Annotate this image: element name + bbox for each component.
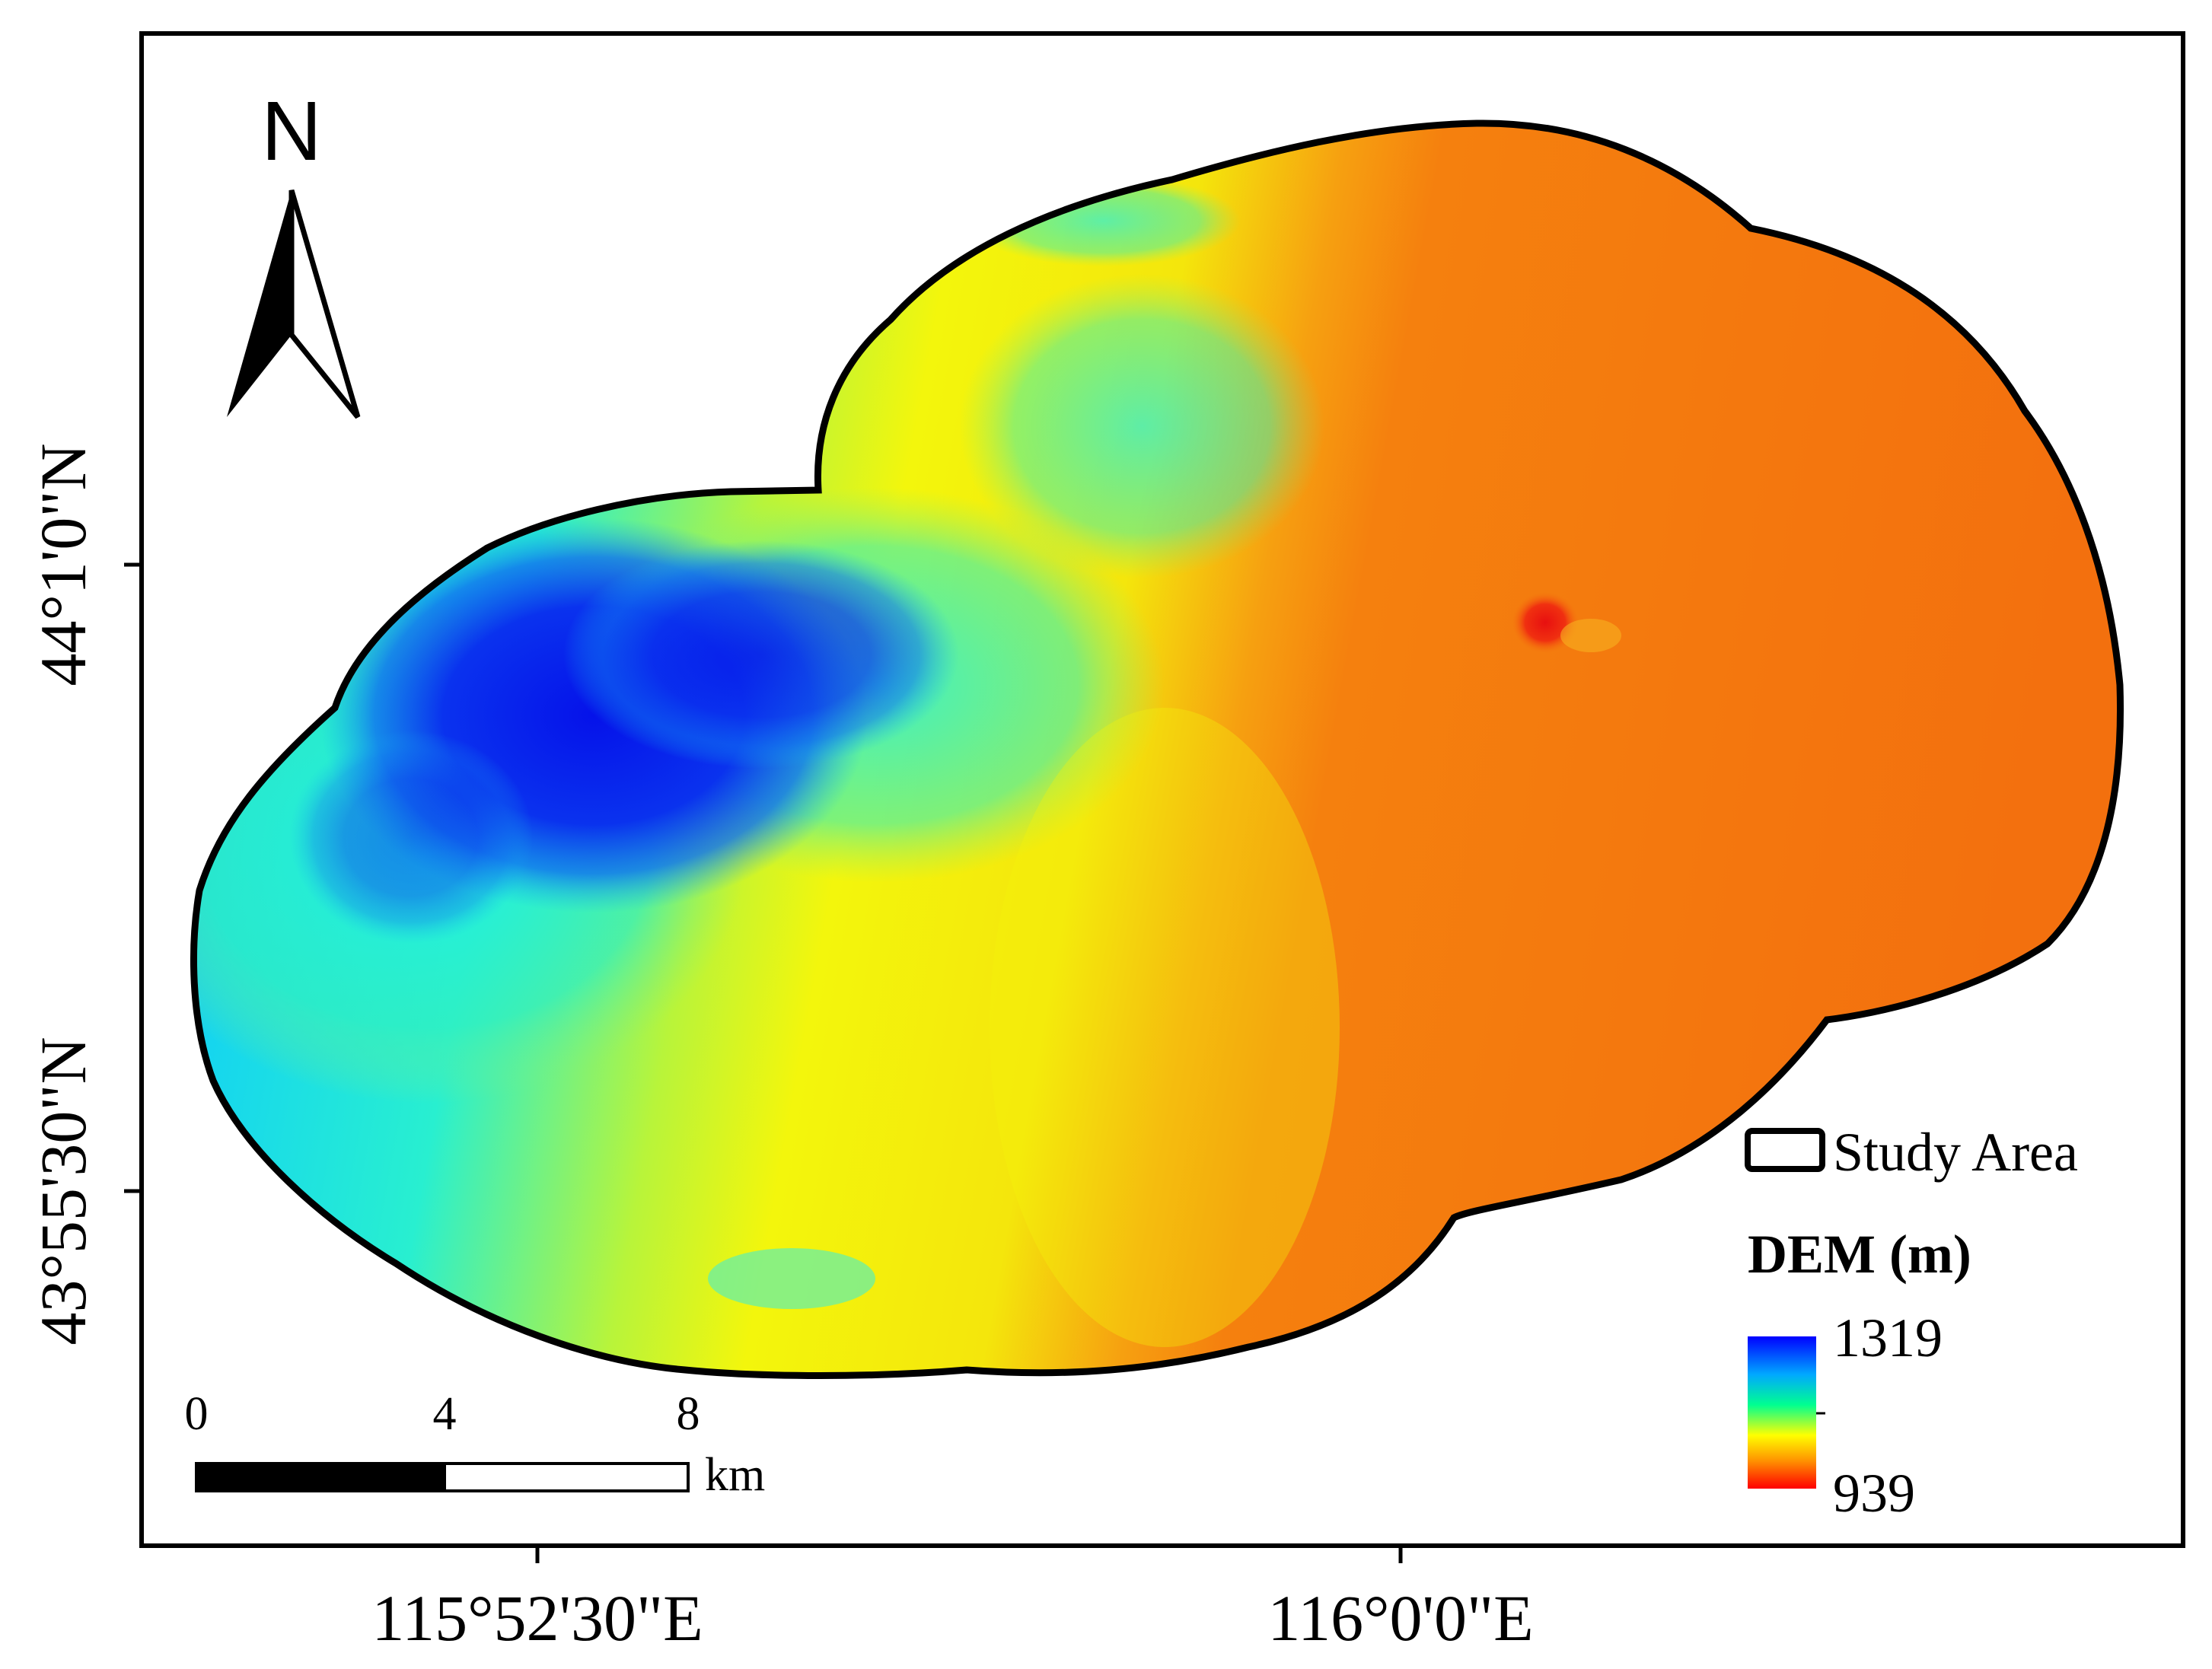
y-label-2: 43°55'30"N bbox=[27, 1037, 100, 1345]
legend-dem-max: 1319 bbox=[1833, 1307, 1943, 1368]
scale-unit: km bbox=[705, 1449, 765, 1501]
y-label-1: 44°1'0"N bbox=[27, 443, 100, 686]
north-arrow-label: N bbox=[261, 84, 321, 178]
scale-tick-8: 8 bbox=[677, 1388, 700, 1440]
scale-bar: 0 4 8 km bbox=[185, 1388, 766, 1501]
legend-dem-min: 939 bbox=[1833, 1463, 1915, 1524]
scale-tick-0: 0 bbox=[185, 1388, 209, 1440]
legend: Study Area DEM (m) 1319 939 bbox=[1745, 1122, 2078, 1524]
scale-bar-black-segment bbox=[195, 1462, 446, 1492]
x-label-1: 115°52'30"E bbox=[371, 1581, 703, 1655]
scale-bar-white-segment bbox=[443, 1462, 690, 1492]
north-arrow-right-half bbox=[288, 190, 361, 419]
frame-ticks bbox=[124, 562, 1403, 1563]
north-arrow-left-half bbox=[227, 190, 292, 417]
scale-tick-4: 4 bbox=[433, 1388, 457, 1440]
legend-dem-title: DEM (m) bbox=[1748, 1224, 1971, 1285]
x-label-2: 116°0'0"E bbox=[1267, 1581, 1533, 1655]
legend-study-area-swatch bbox=[1745, 1128, 1825, 1172]
legend-dem-colorbar bbox=[1748, 1336, 1816, 1489]
north-arrow: N bbox=[227, 84, 361, 419]
legend-study-area-label: Study Area bbox=[1833, 1122, 2078, 1183]
